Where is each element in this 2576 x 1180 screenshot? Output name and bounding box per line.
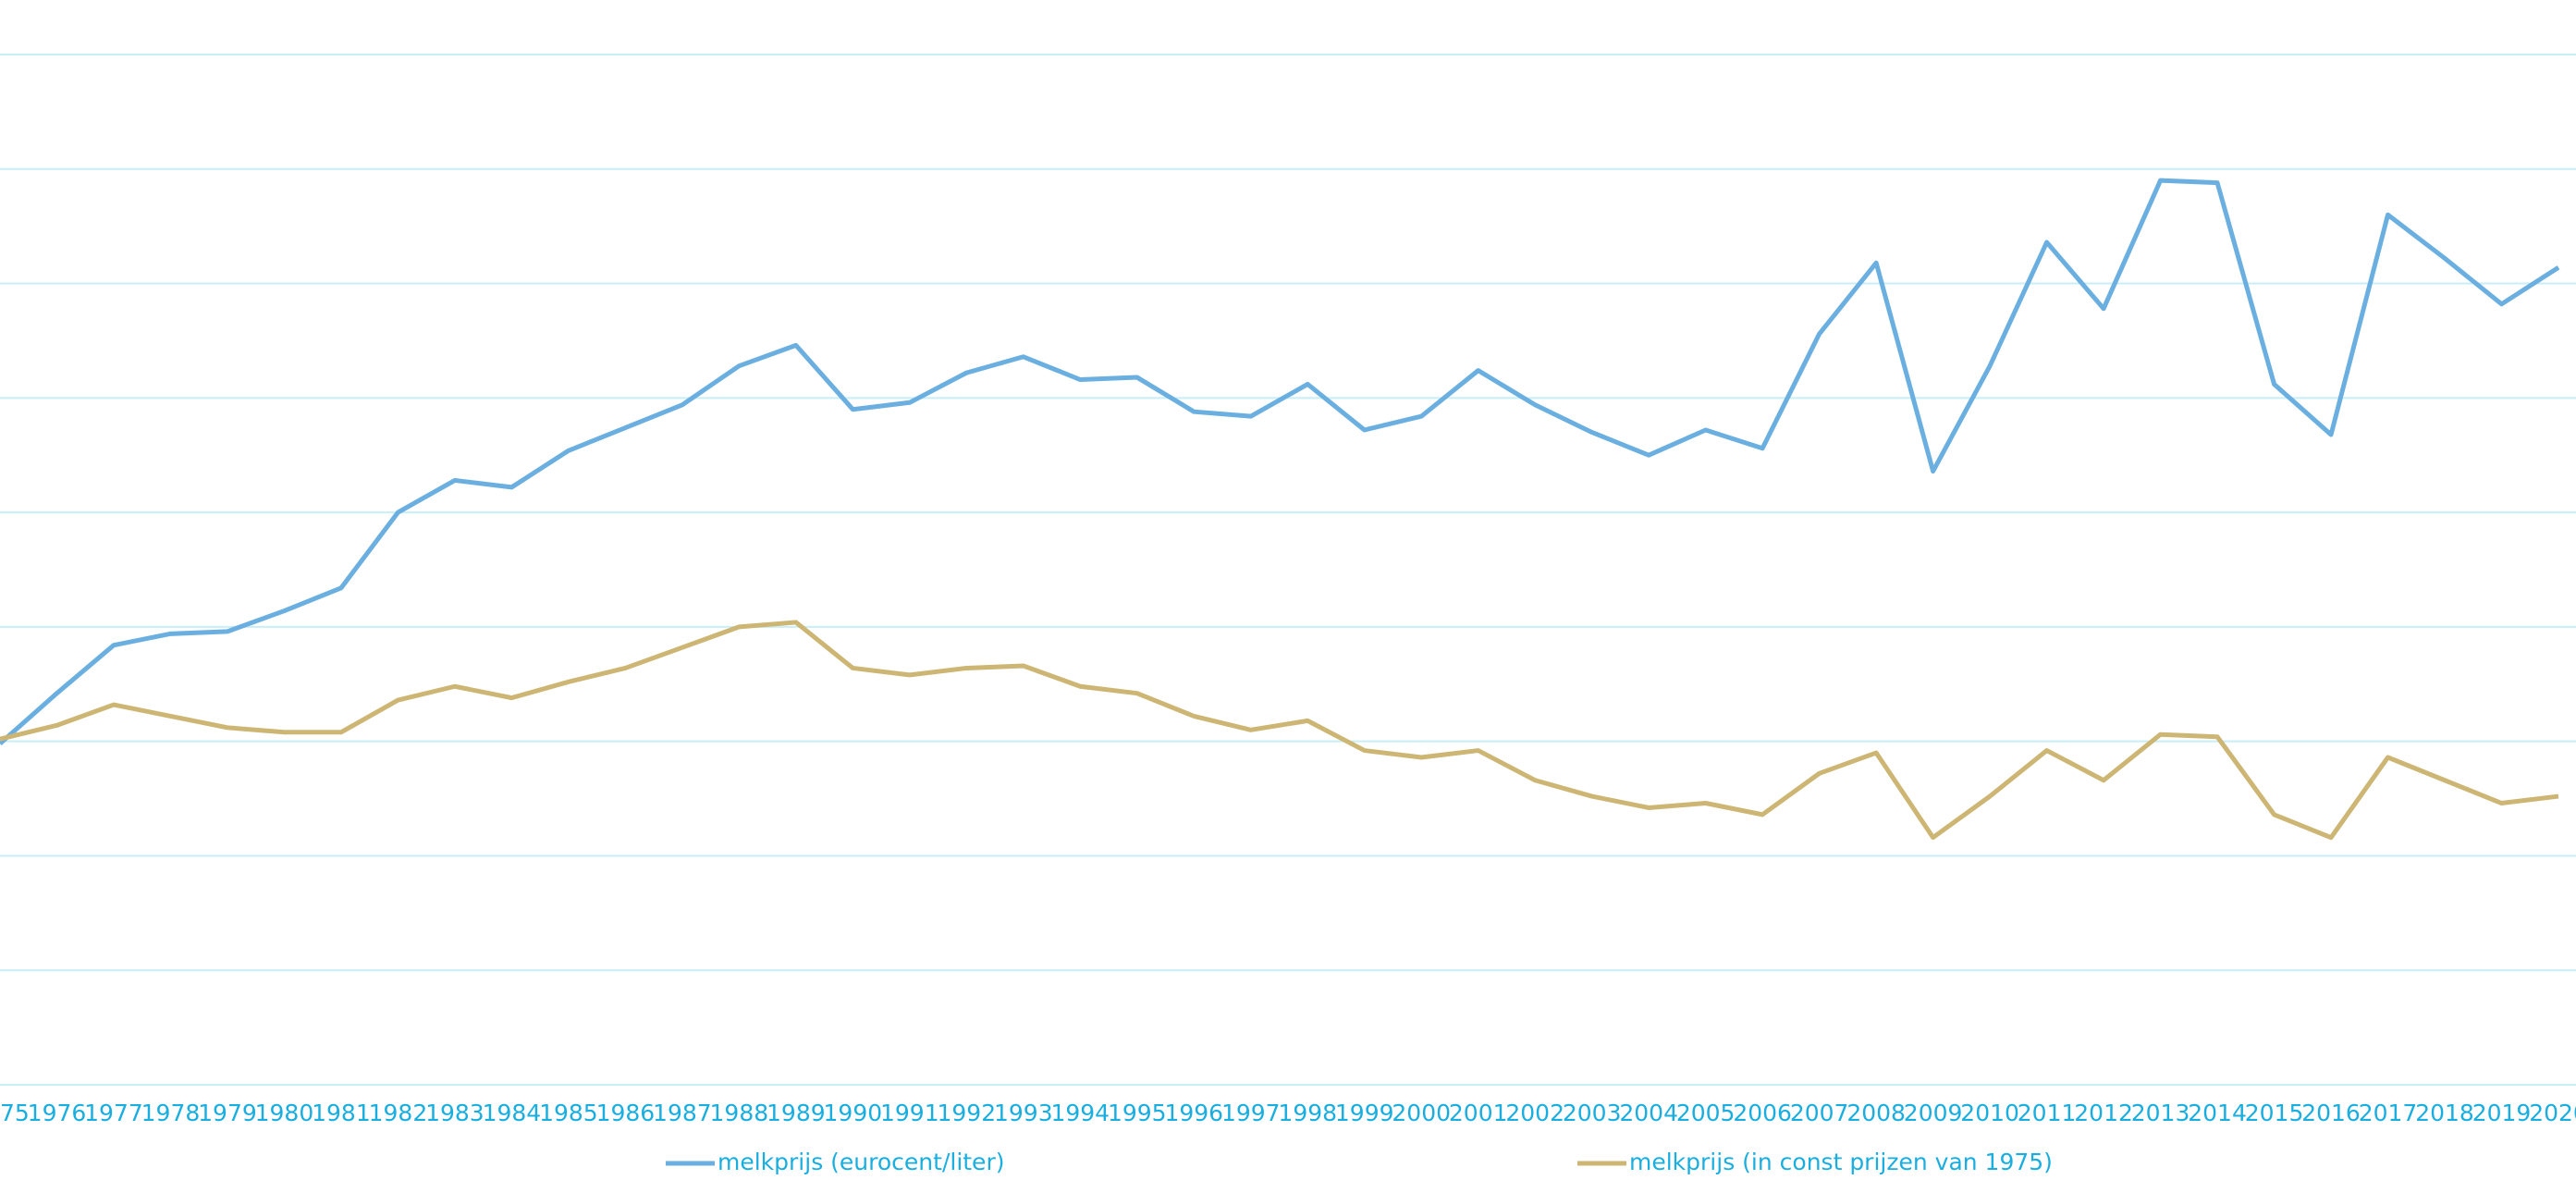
x-tick-label: 1992 bbox=[937, 1100, 996, 1126]
x-tick-label: 2020 bbox=[2529, 1100, 2576, 1126]
x-tick-label: 1996 bbox=[1164, 1100, 1223, 1126]
series-line bbox=[0, 178, 2560, 746]
x-tick-label: 2018 bbox=[2415, 1100, 2474, 1126]
x-tick-label: 2011 bbox=[2018, 1100, 2077, 1126]
x-tick-label: 1982 bbox=[369, 1100, 428, 1126]
x-tick-label: 2007 bbox=[1790, 1100, 1849, 1126]
x-tick-label: 2010 bbox=[1960, 1100, 2019, 1126]
x-tick-label: 1993 bbox=[994, 1100, 1053, 1126]
legend-label: melkprijs (in const prijzen van 1975) bbox=[1629, 1149, 2053, 1175]
x-tick-label: 2015 bbox=[2245, 1100, 2304, 1126]
x-tick-label: 1978 bbox=[141, 1100, 201, 1126]
x-tick-label: 1990 bbox=[824, 1100, 883, 1126]
x-tick-label: 1997 bbox=[1221, 1100, 1281, 1126]
x-tick-label: 1987 bbox=[653, 1100, 712, 1126]
legend-label: melkprijs (eurocent/liter) bbox=[718, 1149, 1004, 1175]
x-tick-label: 1976 bbox=[28, 1100, 87, 1126]
x-tick-label: 2014 bbox=[2188, 1100, 2247, 1126]
x-tick-label: 2001 bbox=[1449, 1100, 1508, 1126]
x-tick-label: 1980 bbox=[255, 1100, 314, 1126]
x-tick-label: 2004 bbox=[1619, 1100, 1678, 1126]
x-tick-label: 1984 bbox=[483, 1100, 542, 1126]
x-tick-label: 1999 bbox=[1335, 1100, 1394, 1126]
x-tick-label: 2019 bbox=[2472, 1100, 2532, 1126]
x-tick-label: 2006 bbox=[1733, 1100, 1792, 1126]
x-tick-label: 2000 bbox=[1392, 1100, 1451, 1126]
x-tick-label: 2017 bbox=[2359, 1100, 2418, 1126]
x-tick-label: 1995 bbox=[1108, 1100, 1167, 1126]
x-tick-label: 1998 bbox=[1278, 1100, 1337, 1126]
x-tick-label: 2009 bbox=[1904, 1100, 1963, 1126]
x-tick-label: 1986 bbox=[596, 1100, 656, 1126]
x-tick-label: 1989 bbox=[767, 1100, 826, 1126]
x-tick-label: 1991 bbox=[880, 1100, 939, 1126]
x-tick-label: 1985 bbox=[539, 1100, 598, 1126]
x-tick-label: 2003 bbox=[1563, 1100, 1622, 1126]
x-tick-label: 2016 bbox=[2301, 1100, 2361, 1126]
series-line bbox=[0, 620, 2559, 841]
x-tick-label: 1979 bbox=[198, 1100, 257, 1126]
x-tick-label: 2002 bbox=[1505, 1100, 1564, 1126]
x-tick-label: 1983 bbox=[425, 1100, 485, 1126]
x-tick-label: 2013 bbox=[2131, 1100, 2190, 1126]
x-tick-label: 1994 bbox=[1050, 1100, 1110, 1126]
x-tick-label: 1975 bbox=[0, 1100, 30, 1126]
x-tick-label: 2008 bbox=[1846, 1100, 1906, 1126]
x-tick-label: 2012 bbox=[2074, 1100, 2133, 1126]
x-tick-label: 1988 bbox=[710, 1100, 769, 1126]
x-tick-label: 2005 bbox=[1676, 1100, 1736, 1126]
x-tick-label: 1977 bbox=[84, 1100, 143, 1126]
x-tick-label: 1981 bbox=[312, 1100, 371, 1126]
